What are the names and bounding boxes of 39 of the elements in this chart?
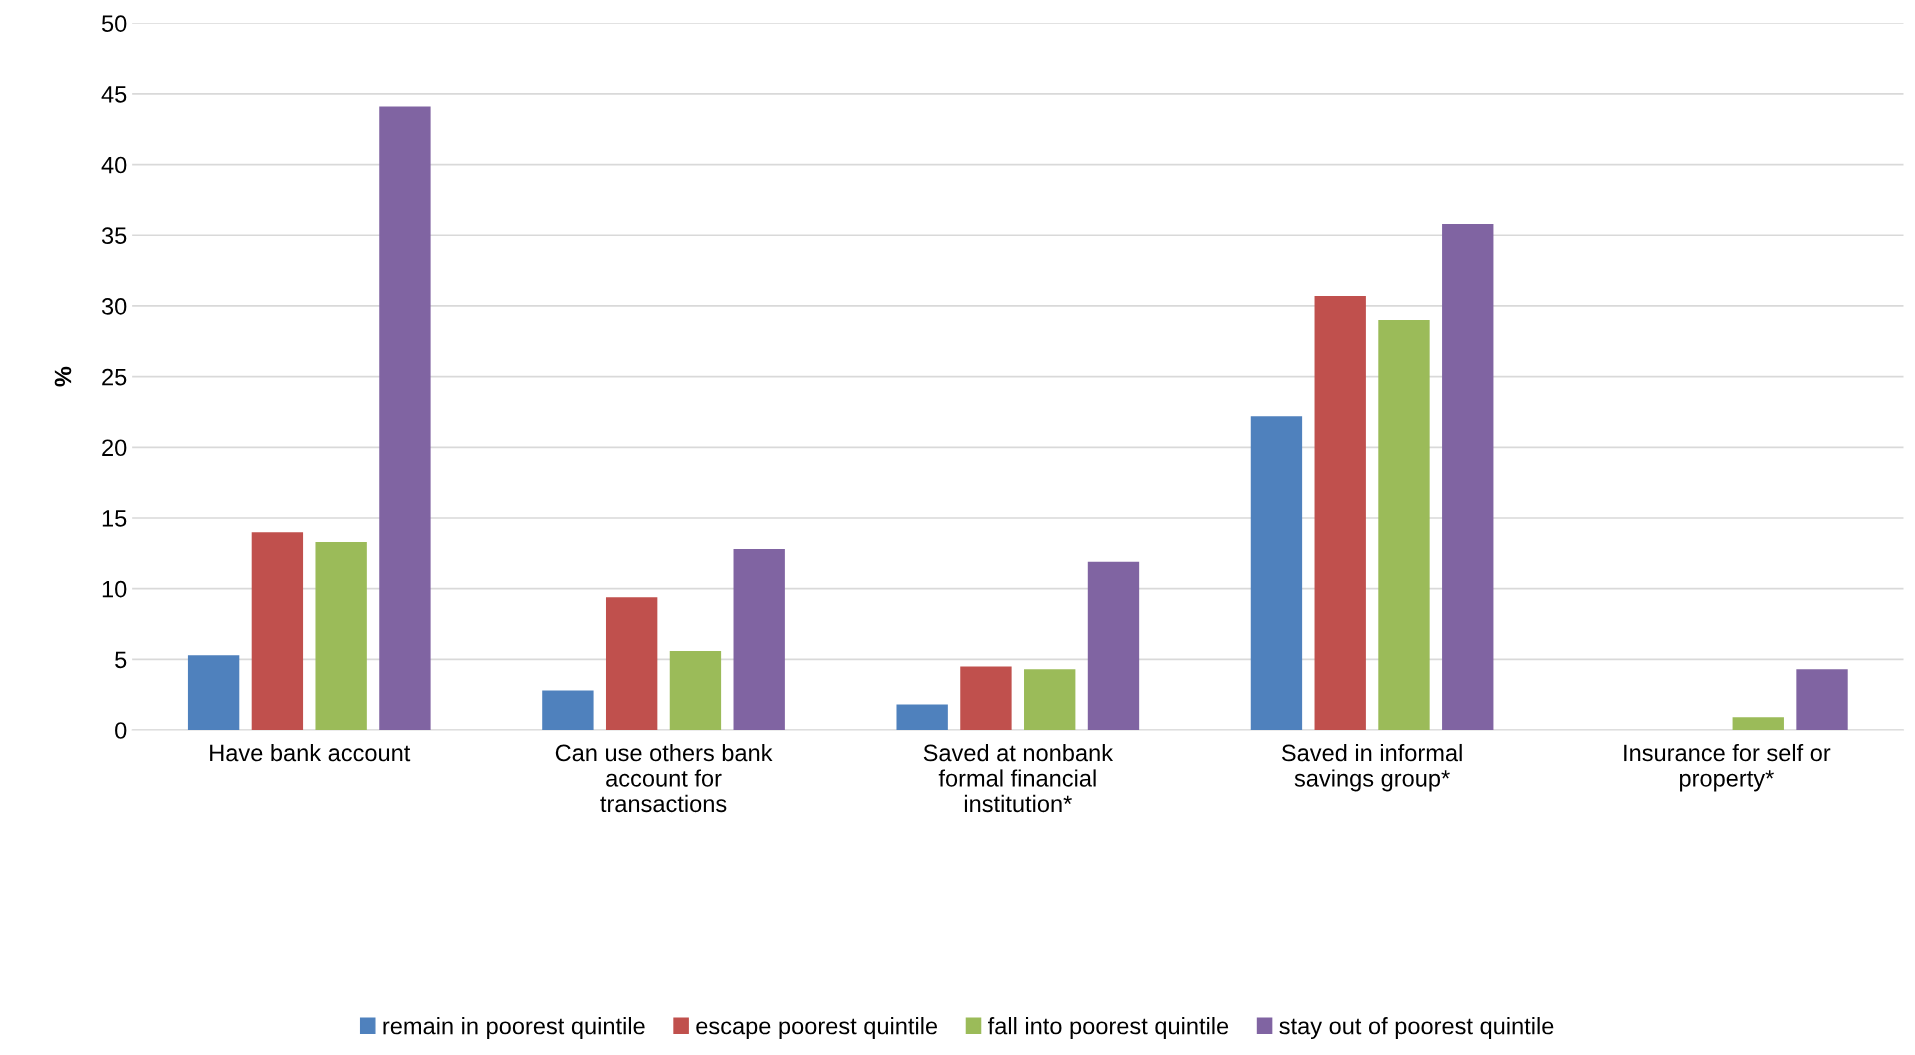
bar xyxy=(960,666,1012,731)
y-tick-label: 40 xyxy=(101,156,127,174)
y-tick-label: 0 xyxy=(115,722,127,739)
bar xyxy=(896,704,948,731)
bar xyxy=(1796,669,1848,731)
bar xyxy=(379,106,431,731)
bar xyxy=(1314,296,1366,731)
legend-label: escape poorest quintile xyxy=(696,1017,938,1040)
bar xyxy=(669,650,722,731)
y-tick-label: 25 xyxy=(102,368,127,386)
y-tick-label: 45 xyxy=(101,86,127,103)
bar xyxy=(187,655,240,731)
legend-label: stay out of poorest quintile xyxy=(1279,1017,1554,1040)
bar xyxy=(251,532,304,731)
bar xyxy=(315,542,367,731)
y-tick-label: 50 xyxy=(101,15,127,32)
y-tick-label: 20 xyxy=(102,439,127,457)
bar xyxy=(1732,717,1784,731)
x-tick-label: Can use others bank account for transactions xyxy=(555,743,773,813)
legend-label: fall into poorest quintile xyxy=(988,1017,1229,1040)
bar xyxy=(1024,669,1076,731)
x-tick-label: Have bank account xyxy=(210,743,411,762)
bar xyxy=(542,690,594,731)
y-tick-label: 15 xyxy=(102,510,127,527)
bar xyxy=(733,549,785,731)
bar xyxy=(1087,561,1140,731)
bar xyxy=(605,597,658,731)
bar xyxy=(1378,320,1430,731)
y-tick-label: 35 xyxy=(101,227,127,245)
bar xyxy=(1250,416,1303,731)
x-tick-label: Insurance for self or property* xyxy=(1624,743,1831,792)
y-tick-label: 30 xyxy=(101,298,127,315)
x-tick-label: Saved at nonbank formal financial institution* xyxy=(923,743,1114,813)
y-axis-title: % xyxy=(54,366,72,387)
y-tick-label: 5 xyxy=(115,651,127,669)
y-tick-label: 10 xyxy=(102,580,127,598)
legend-label: remain in poorest quintile xyxy=(383,1017,645,1040)
bar xyxy=(1442,223,1494,731)
x-tick-label: Saved in informal savings group* xyxy=(1281,743,1462,792)
